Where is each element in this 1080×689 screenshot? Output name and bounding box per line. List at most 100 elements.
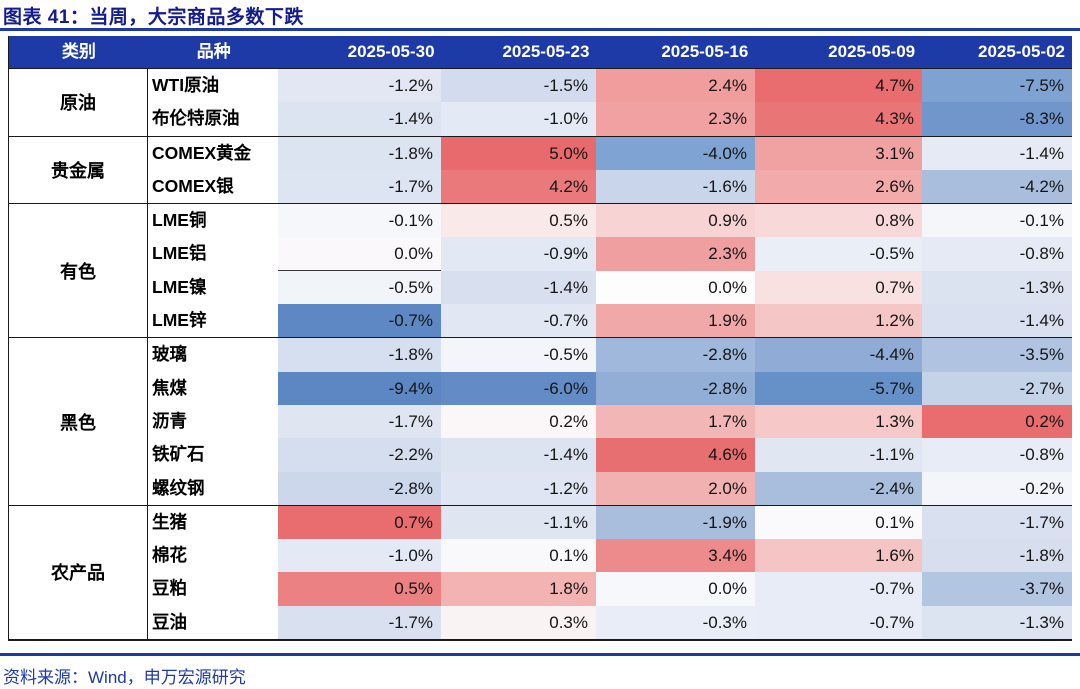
value-cell: 0.2% (441, 404, 596, 439)
table-row: 棉花 -1.0% 0.1% 3.4% 1.6% -1.8% (148, 539, 1072, 573)
table-row: 沥青 -1.7% 0.2% 1.7% 1.3% 0.2% (148, 404, 1072, 439)
category-cell: 黑色 (9, 338, 148, 505)
value-cell: 1.2% (755, 304, 922, 338)
header-date: 2025-05-23 (502, 42, 590, 61)
value-cell: -1.4% (441, 438, 596, 472)
table-row: LME锌 -0.7% -0.7% 1.9% 1.2% -1.4% (148, 304, 1072, 338)
value-cell: 0.0% (596, 270, 755, 305)
category-cell: 原油 (9, 69, 148, 136)
variety-name-cell: LME铝 (152, 243, 207, 264)
value-cell: -2.7% (922, 371, 1072, 405)
value-cell: -8.3% (922, 102, 1072, 136)
header-date: 2025-05-16 (661, 42, 749, 61)
category-cell: 农产品 (9, 505, 148, 640)
category-group: 农产品 生猪 0.7% -1.1% -1.9% 0.1% -1.7% 棉花 -1.0% 0.1% 3… (9, 504, 1072, 640)
value-cell: -2.8% (278, 471, 441, 505)
variety-name-cell: 棉花 (152, 545, 187, 566)
value-cell: 1.9% (596, 304, 755, 338)
commodity-heatmap-table: 类别 品种 2025-05-30 2025-05-23 2025-05-16 2025-0… (8, 36, 1072, 642)
value-cell: 1.7% (596, 404, 755, 439)
value-cell: 0.1% (441, 539, 596, 573)
variety-name-cell: 螺纹钢 (152, 477, 205, 498)
value-cell: -7.5% (922, 69, 1072, 103)
value-cell: -1.7% (278, 605, 441, 640)
header-category: 类别 (61, 42, 96, 61)
table-row: 布伦特原油 -1.4% -1.0% 2.3% 4.3% -8.3% (148, 102, 1072, 136)
variety-name-cell: 玻璃 (152, 344, 187, 365)
title-underline (0, 28, 1080, 31)
value-cell: 4.6% (596, 438, 755, 472)
value-cell: 0.8% (755, 204, 922, 238)
category-group: 原油 WTI原油 -1.2% -1.5% 2.4% 4.7% -7.5% 布伦特原油 -1.4%… (9, 68, 1072, 136)
variety-name-cell: LME镍 (152, 276, 207, 297)
table-row: 玻璃 -1.8% -0.5% -2.8% -4.4% -3.5% (148, 338, 1072, 372)
table-row: 螺纹钢 -2.8% -1.2% 2.0% -2.4% -0.2% (148, 471, 1072, 505)
value-cell: 2.4% (596, 69, 755, 103)
value-cell: -0.5% (755, 237, 922, 271)
header-date: 2025-05-02 (978, 42, 1065, 61)
value-cell: -1.7% (278, 169, 441, 204)
variety-name-cell: 豆粕 (152, 578, 187, 599)
table-row: 豆粕 0.5% 1.8% 0.0% -0.7% -3.7% (148, 572, 1072, 606)
value-cell: -1.4% (441, 270, 596, 305)
value-cell: -0.3% (596, 605, 755, 640)
value-cell: 2.6% (755, 169, 922, 204)
table-row: 铁矿石 -2.2% -1.4% 4.6% -1.1% -0.8% (148, 438, 1072, 472)
variety-name-cell: COMEX黄金 (152, 142, 252, 163)
header-variety: 品种 (196, 42, 231, 61)
value-cell: -0.1% (922, 204, 1072, 238)
value-cell: 0.0% (278, 237, 441, 271)
group-rows: COMEX黄金 -1.8% 5.0% -4.0% 3.1% -1.4% COMEX银 -1.7… (148, 136, 1072, 204)
category-group: 贵金属 COMEX黄金 -1.8% 5.0% -4.0% 3.1% -1.4% COMEX银 -… (9, 135, 1072, 204)
value-cell: -1.1% (755, 438, 922, 472)
value-cell: 0.2% (922, 404, 1072, 439)
header-date: 2025-05-30 (347, 42, 435, 61)
value-cell: -4.4% (755, 338, 922, 372)
value-cell: -9.4% (278, 371, 441, 405)
value-cell: 0.7% (755, 270, 922, 305)
value-cell: -3.7% (922, 572, 1072, 606)
table-row: WTI原油 -1.2% -1.5% 2.4% 4.7% -7.5% (148, 69, 1072, 103)
value-cell: 4.7% (755, 69, 922, 103)
variety-name-cell: 豆油 (152, 611, 187, 632)
value-cell: -2.2% (278, 438, 441, 472)
category-group: 有色 LME铜 -0.1% 0.5% 0.9% 0.8% -0.1% LME铝 0.0% -0.9… (9, 203, 1072, 338)
variety-name-cell: COMEX银 (152, 175, 234, 196)
value-cell: -6.0% (441, 371, 596, 405)
variety-name-cell: 生猪 (152, 511, 187, 532)
group-rows: 生猪 0.7% -1.1% -1.9% 0.1% -1.7% 棉花 -1.0% 0.1% 3.4%… (148, 505, 1072, 640)
table-row: LME镍 -0.5% -1.4% 0.0% 0.7% -1.3% (148, 270, 1072, 305)
category-cell: 有色 (9, 204, 148, 338)
value-cell: -0.7% (755, 572, 922, 606)
value-cell: 4.2% (441, 169, 596, 204)
variety-name-cell: LME锌 (152, 310, 207, 331)
value-cell: 0.1% (755, 505, 922, 540)
value-cell: -1.0% (278, 539, 441, 573)
value-cell: -1.5% (441, 69, 596, 103)
value-cell: -4.2% (922, 169, 1072, 204)
variety-name-cell: 沥青 (152, 410, 187, 431)
table-row: 豆油 -1.7% 0.3% -0.3% -0.7% -1.3% (148, 605, 1072, 640)
value-cell: 5.0% (441, 136, 596, 170)
table-row: COMEX黄金 -1.8% 5.0% -4.0% 3.1% -1.4% (148, 136, 1072, 170)
value-cell: -1.4% (922, 304, 1072, 338)
variety-name-cell: LME铜 (152, 210, 207, 231)
value-cell: 1.3% (755, 404, 922, 439)
value-cell: -1.8% (278, 136, 441, 170)
value-cell: 3.4% (596, 539, 755, 573)
value-cell: -1.9% (596, 505, 755, 540)
category-cell: 贵金属 (9, 136, 148, 204)
value-cell: -1.7% (278, 404, 441, 439)
table-body: 原油 WTI原油 -1.2% -1.5% 2.4% 4.7% -7.5% 布伦特原油 -1.4%… (9, 68, 1072, 640)
category-group: 黑色 玻璃 -1.8% -0.5% -2.8% -4.4% -3.5% 焦煤 -9.4% -6.0… (9, 337, 1072, 505)
value-cell: -1.8% (922, 539, 1072, 573)
value-cell: -0.5% (278, 270, 441, 305)
figure-title: 图表 41：当周，大宗商品多数下跌 (3, 7, 304, 28)
value-cell: -3.5% (922, 338, 1072, 372)
table-row: 生猪 0.7% -1.1% -1.9% 0.1% -1.7% (148, 505, 1072, 540)
value-cell: -1.2% (441, 471, 596, 505)
value-cell: 0.0% (596, 572, 755, 606)
value-cell: 0.5% (441, 204, 596, 238)
value-cell: -1.8% (278, 338, 441, 372)
